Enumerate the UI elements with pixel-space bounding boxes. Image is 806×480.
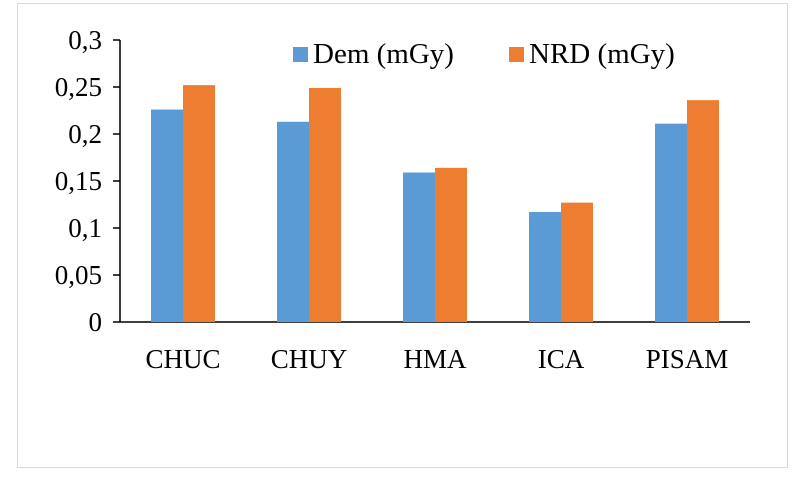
- legend-swatch: [293, 47, 308, 62]
- y-tick-label: 0,25: [55, 72, 102, 102]
- y-tick-label: 0,3: [68, 25, 102, 55]
- y-tick-label: 0: [89, 307, 103, 337]
- bar-pisam-nrd: [687, 100, 719, 322]
- y-tick-label: 0,1: [68, 213, 102, 243]
- bars: [151, 85, 719, 323]
- bar-hma-dem: [403, 172, 435, 322]
- bar-pisam-dem: [655, 123, 687, 322]
- bar-ica-nrd: [561, 202, 593, 322]
- bar-ica-dem: [529, 212, 561, 322]
- legend: Dem (mGy) NRD (mGy): [293, 38, 675, 70]
- bar-chuc-dem: [151, 109, 183, 322]
- y-tick-label: 0,05: [55, 260, 102, 290]
- legend-label: Dem (mGy): [313, 38, 454, 70]
- bar-chuy-nrd: [309, 87, 341, 322]
- x-category-label: CHUY: [271, 344, 348, 374]
- x-category-label: ICA: [538, 344, 585, 374]
- y-tick-label: 0,2: [68, 119, 102, 149]
- bar-chuc-nrd: [183, 85, 215, 323]
- category-labels: CHUC CHUY HMA ICA PISAM: [145, 344, 728, 374]
- legend-label: NRD (mGy): [529, 38, 675, 70]
- y-axis: 0 0,05 0,1 0,15 0,2 0,25 0,3: [55, 25, 121, 337]
- legend-swatch: [509, 47, 524, 62]
- bar-hma-nrd: [435, 167, 467, 322]
- x-category-label: CHUC: [145, 344, 220, 374]
- bar-chuy-dem: [277, 121, 309, 322]
- y-tick-label: 0,15: [55, 166, 102, 196]
- x-category-label: HMA: [403, 344, 467, 374]
- x-category-label: PISAM: [646, 344, 729, 374]
